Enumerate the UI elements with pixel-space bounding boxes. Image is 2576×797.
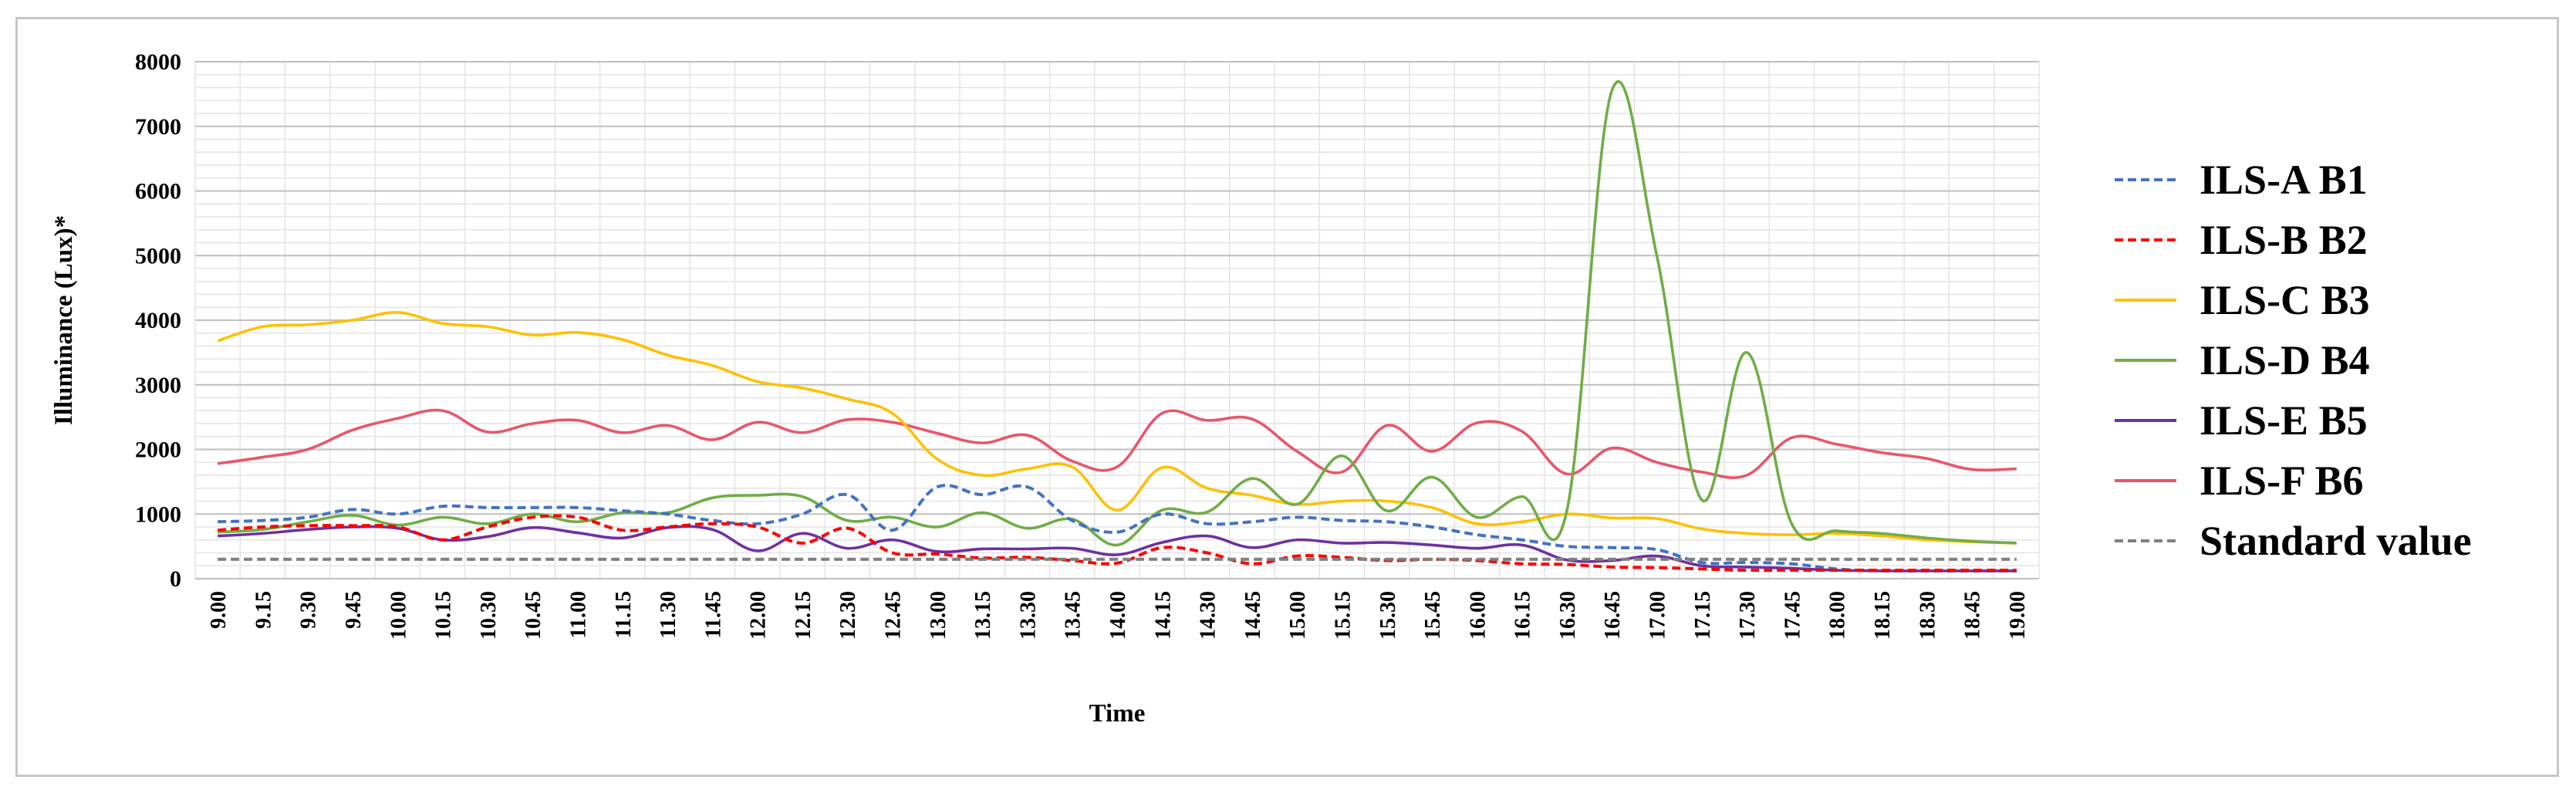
- x-tick-label: 9.15: [252, 591, 275, 629]
- series-line-ils-c-b3: [217, 311, 2017, 545]
- y-tick-label: 7000: [135, 114, 181, 140]
- x-tick-label: 13.45: [1062, 591, 1085, 640]
- x-tick-label: 11.15: [612, 591, 636, 638]
- x-tick-label: 18.45: [1961, 591, 1985, 640]
- x-tick-label: 12.45: [882, 591, 906, 640]
- y-tick-label: 2000: [135, 437, 181, 463]
- x-tick-label: 17.30: [1736, 591, 1760, 640]
- x-tick-label: 9.00: [207, 591, 231, 629]
- x-tick-label: 18.15: [1871, 591, 1895, 640]
- x-tick-label: 11.30: [657, 591, 680, 638]
- x-tick-label: 13.15: [971, 591, 995, 640]
- x-tick-label: 15.15: [1331, 591, 1355, 640]
- x-tick-label: 14.15: [1151, 591, 1175, 640]
- x-tick-label: 14.30: [1197, 591, 1220, 640]
- x-tick-label: 13.00: [927, 591, 950, 640]
- x-tick-label: 16.45: [1601, 591, 1625, 640]
- x-tick-label: 9.30: [297, 591, 321, 629]
- x-tick-label: 10.15: [432, 591, 456, 640]
- x-tick-label: 13.30: [1016, 591, 1040, 640]
- x-tick-label: 10.45: [522, 591, 545, 640]
- x-tick-label: 19.00: [2006, 591, 2030, 640]
- y-tick-label: 6000: [135, 179, 181, 204]
- major-gridlines: [195, 61, 2039, 579]
- x-tick-label: 17.15: [1691, 591, 1715, 640]
- x-tick-label: 14.00: [1106, 591, 1130, 640]
- x-tick-label: 12.15: [792, 591, 815, 640]
- x-tick-label: 17.00: [1646, 591, 1670, 640]
- series-line-ils-d-b4: [218, 80, 2017, 547]
- y-tick-label: 0: [170, 566, 181, 592]
- x-tick-label: 17.45: [1781, 591, 1805, 640]
- legend: ILS-A B1 ILS-B B2 ILS-C B3 ILS-D B4 ILS-E B5…: [2115, 157, 2472, 564]
- x-tick-label: 16.00: [1466, 591, 1490, 640]
- legend-label-ils-f-b6: ILS-F B6: [2200, 458, 2364, 504]
- legend-label-ils-e-b5: ILS-E B5: [2200, 397, 2368, 444]
- x-tick-label: 18.30: [1916, 591, 1940, 640]
- y-tick-label: 4000: [135, 308, 181, 333]
- series-line-ils-f-b6: [217, 408, 2017, 479]
- x-tick-label: 15.00: [1286, 591, 1310, 640]
- legend-label-standard-value: Standard value: [2200, 518, 2472, 564]
- legend-label-ils-a-b1: ILS-A B1: [2200, 157, 2368, 203]
- legend-label-ils-c-b3: ILS-C B3: [2200, 277, 2370, 323]
- x-tick-label: 11.00: [566, 591, 590, 638]
- x-tick-label: 10.30: [477, 591, 501, 640]
- chart-frame: 0 1000 2000 3000 4000 5000 6000 7000 8000 9.00 9.…: [15, 17, 2559, 777]
- series-lines: [217, 80, 2017, 573]
- x-tick-label: 16.15: [1511, 591, 1535, 640]
- legend-label-ils-d-b4: ILS-D B4: [2200, 337, 2370, 383]
- legend-label-ils-b-b2: ILS-B B2: [2200, 217, 2368, 263]
- x-tick-label: 11.45: [701, 591, 725, 638]
- y-axis-title: Illuminance (Lux)*: [50, 215, 78, 425]
- y-tick-label: 8000: [135, 49, 181, 75]
- y-tick-label: 1000: [135, 502, 181, 527]
- x-tick-label: 10.00: [387, 591, 410, 640]
- x-tick-label: 14.45: [1241, 591, 1265, 640]
- x-axis-ticks: 9.00 9.15 9.30 9.45 10.00 10.15 10.30 10.45 11.0…: [207, 591, 2030, 640]
- x-tick-label: 9.45: [342, 591, 366, 629]
- x-tick-label: 12.30: [836, 591, 860, 640]
- x-tick-label: 12.00: [747, 591, 771, 640]
- x-tick-label: 18.00: [1826, 591, 1850, 640]
- y-tick-label: 5000: [135, 243, 181, 268]
- y-axis-ticks: 0 1000 2000 3000 4000 5000 6000 7000 8000: [135, 49, 181, 592]
- x-tick-label: 16.30: [1556, 591, 1580, 640]
- series-line-ils-b-b2: [218, 514, 2017, 572]
- y-tick-label: 3000: [135, 373, 181, 398]
- x-tick-label: 15.45: [1421, 591, 1445, 640]
- x-axis-title: Time: [1089, 700, 1146, 728]
- x-tick-label: 15.30: [1376, 591, 1400, 640]
- series-line-ils-e-b5: [218, 525, 2017, 572]
